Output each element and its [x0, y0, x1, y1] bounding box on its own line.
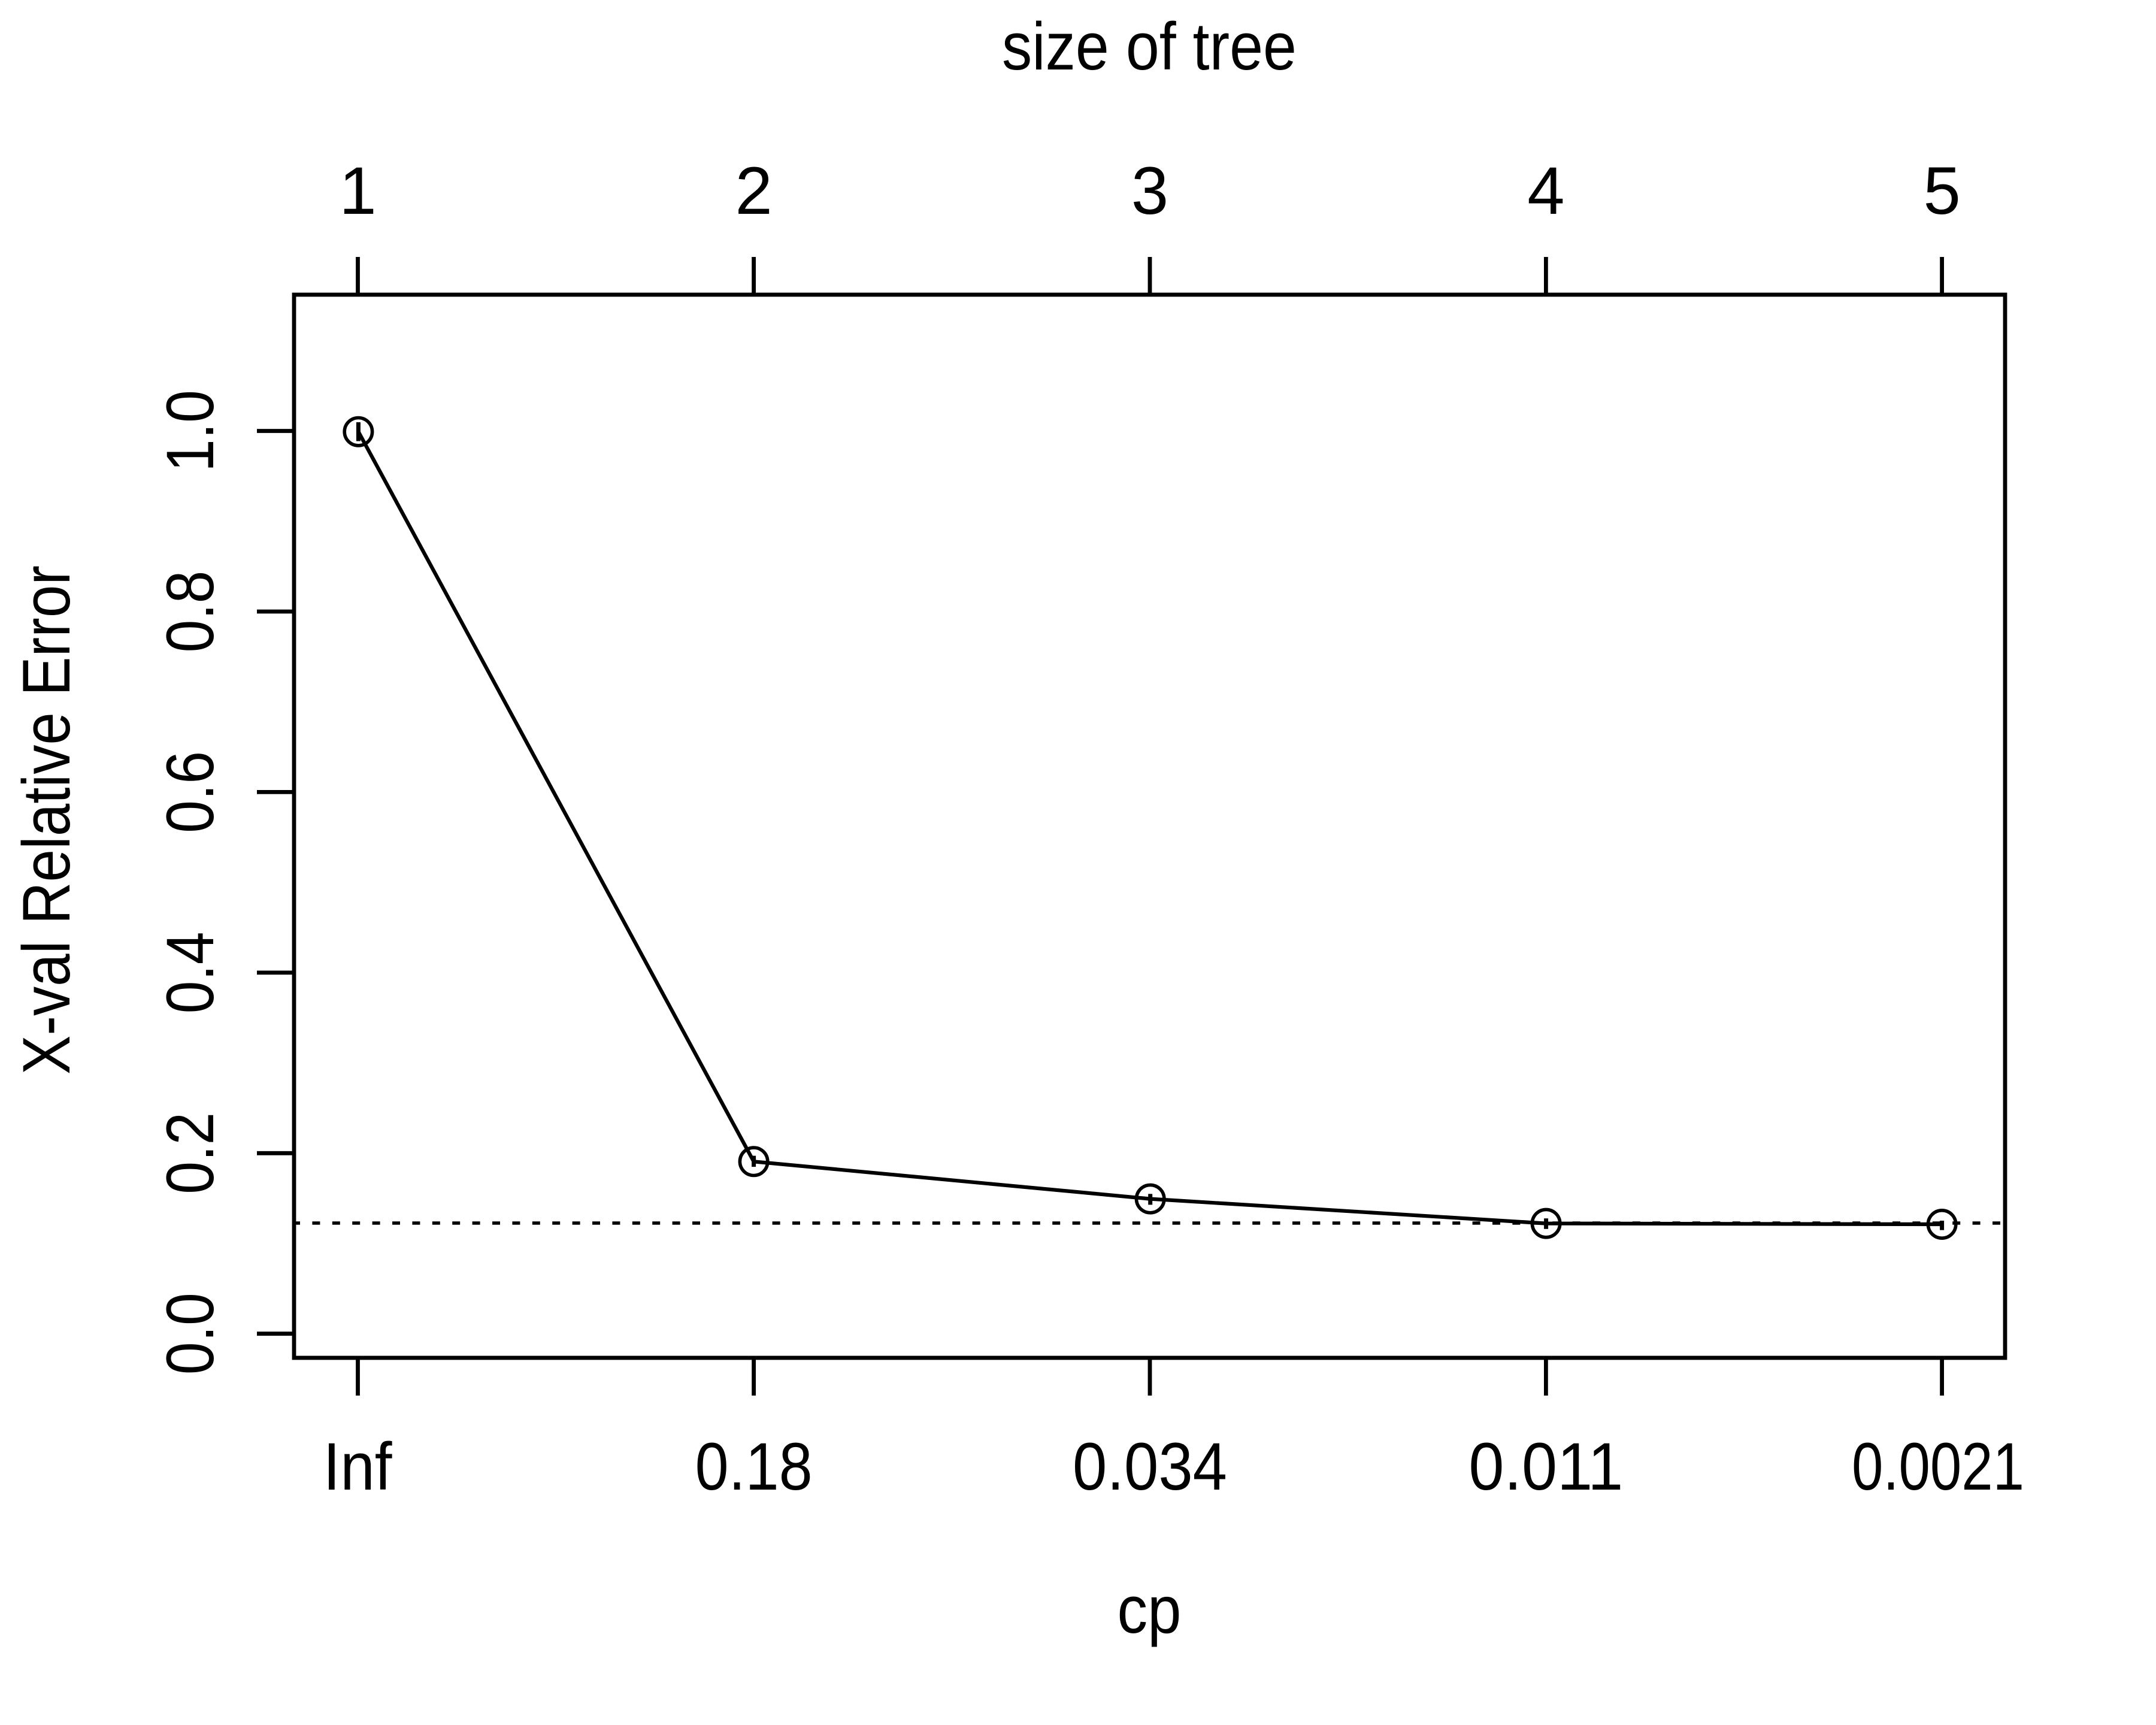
svg-text:3: 3: [1131, 153, 1168, 228]
svg-text:0.4: 0.4: [153, 931, 228, 1013]
svg-text:1.0: 1.0: [153, 390, 228, 472]
svg-text:1: 1: [339, 153, 376, 228]
svg-text:0.6: 0.6: [153, 751, 228, 833]
svg-text:Inf: Inf: [323, 1429, 393, 1504]
svg-text:0.8: 0.8: [153, 571, 228, 653]
svg-text:0.0021: 0.0021: [1852, 1429, 2024, 1504]
svg-text:0.011: 0.011: [1468, 1429, 1623, 1504]
svg-text:0.18: 0.18: [695, 1429, 813, 1504]
svg-text:2: 2: [735, 153, 772, 228]
svg-text:0.0: 0.0: [153, 1293, 228, 1375]
svg-text:4: 4: [1527, 153, 1564, 228]
svg-text:X-val Relative Error: X-val Relative Error: [9, 565, 84, 1075]
svg-text:size of tree: size of tree: [1002, 9, 1297, 84]
svg-text:5: 5: [1923, 153, 1960, 228]
svg-text:cp: cp: [1118, 1572, 1182, 1647]
svg-text:0.034: 0.034: [1073, 1429, 1227, 1504]
svg-text:0.2: 0.2: [153, 1112, 228, 1194]
